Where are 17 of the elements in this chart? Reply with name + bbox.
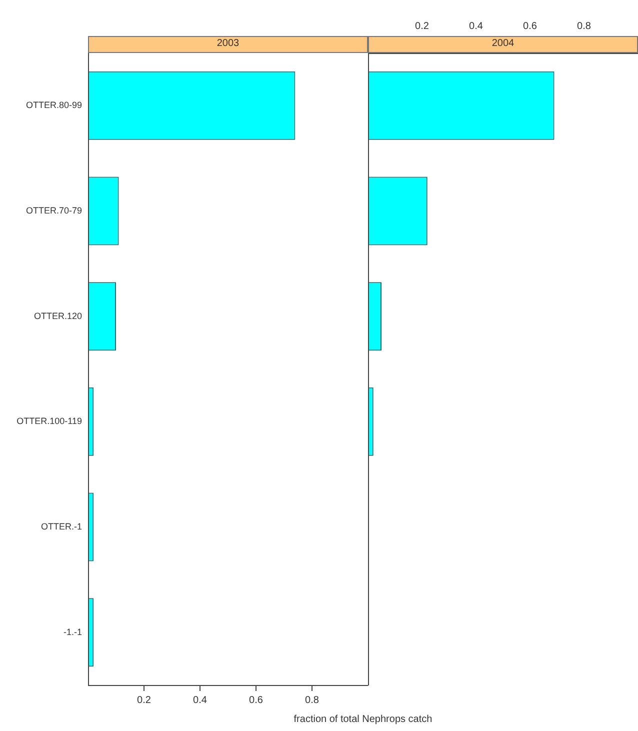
x-tick-label: 0.2 (137, 694, 152, 706)
x-tick-label: 0.8 (577, 20, 592, 32)
x-tick-label: 0.2 (415, 20, 430, 32)
chart-title: 2003 (216, 38, 240, 50)
x-tick-label: 0.6 (249, 694, 264, 706)
y-tick-label: OTTER.70-79 (26, 205, 82, 216)
y-tick-label: OTTER.80-99 (26, 100, 82, 110)
y-tick-label: OTTER.100-119 (16, 416, 82, 426)
y-tick-label: OTTER.120 (34, 310, 82, 321)
x-axis-title: fraction of total Nephrops catch (292, 714, 434, 725)
x-tick-label: 0.8 (305, 694, 320, 706)
x-tick-label: 0.6 (523, 20, 538, 32)
y-tick-label: OTTER.-1 (40, 521, 82, 532)
x-tick-label: 0.4 (469, 20, 484, 32)
x-tick-label: 0.4 (193, 694, 208, 706)
chart-title: 2004 (492, 38, 514, 50)
y-tick-label: -1.-1 (63, 626, 82, 637)
